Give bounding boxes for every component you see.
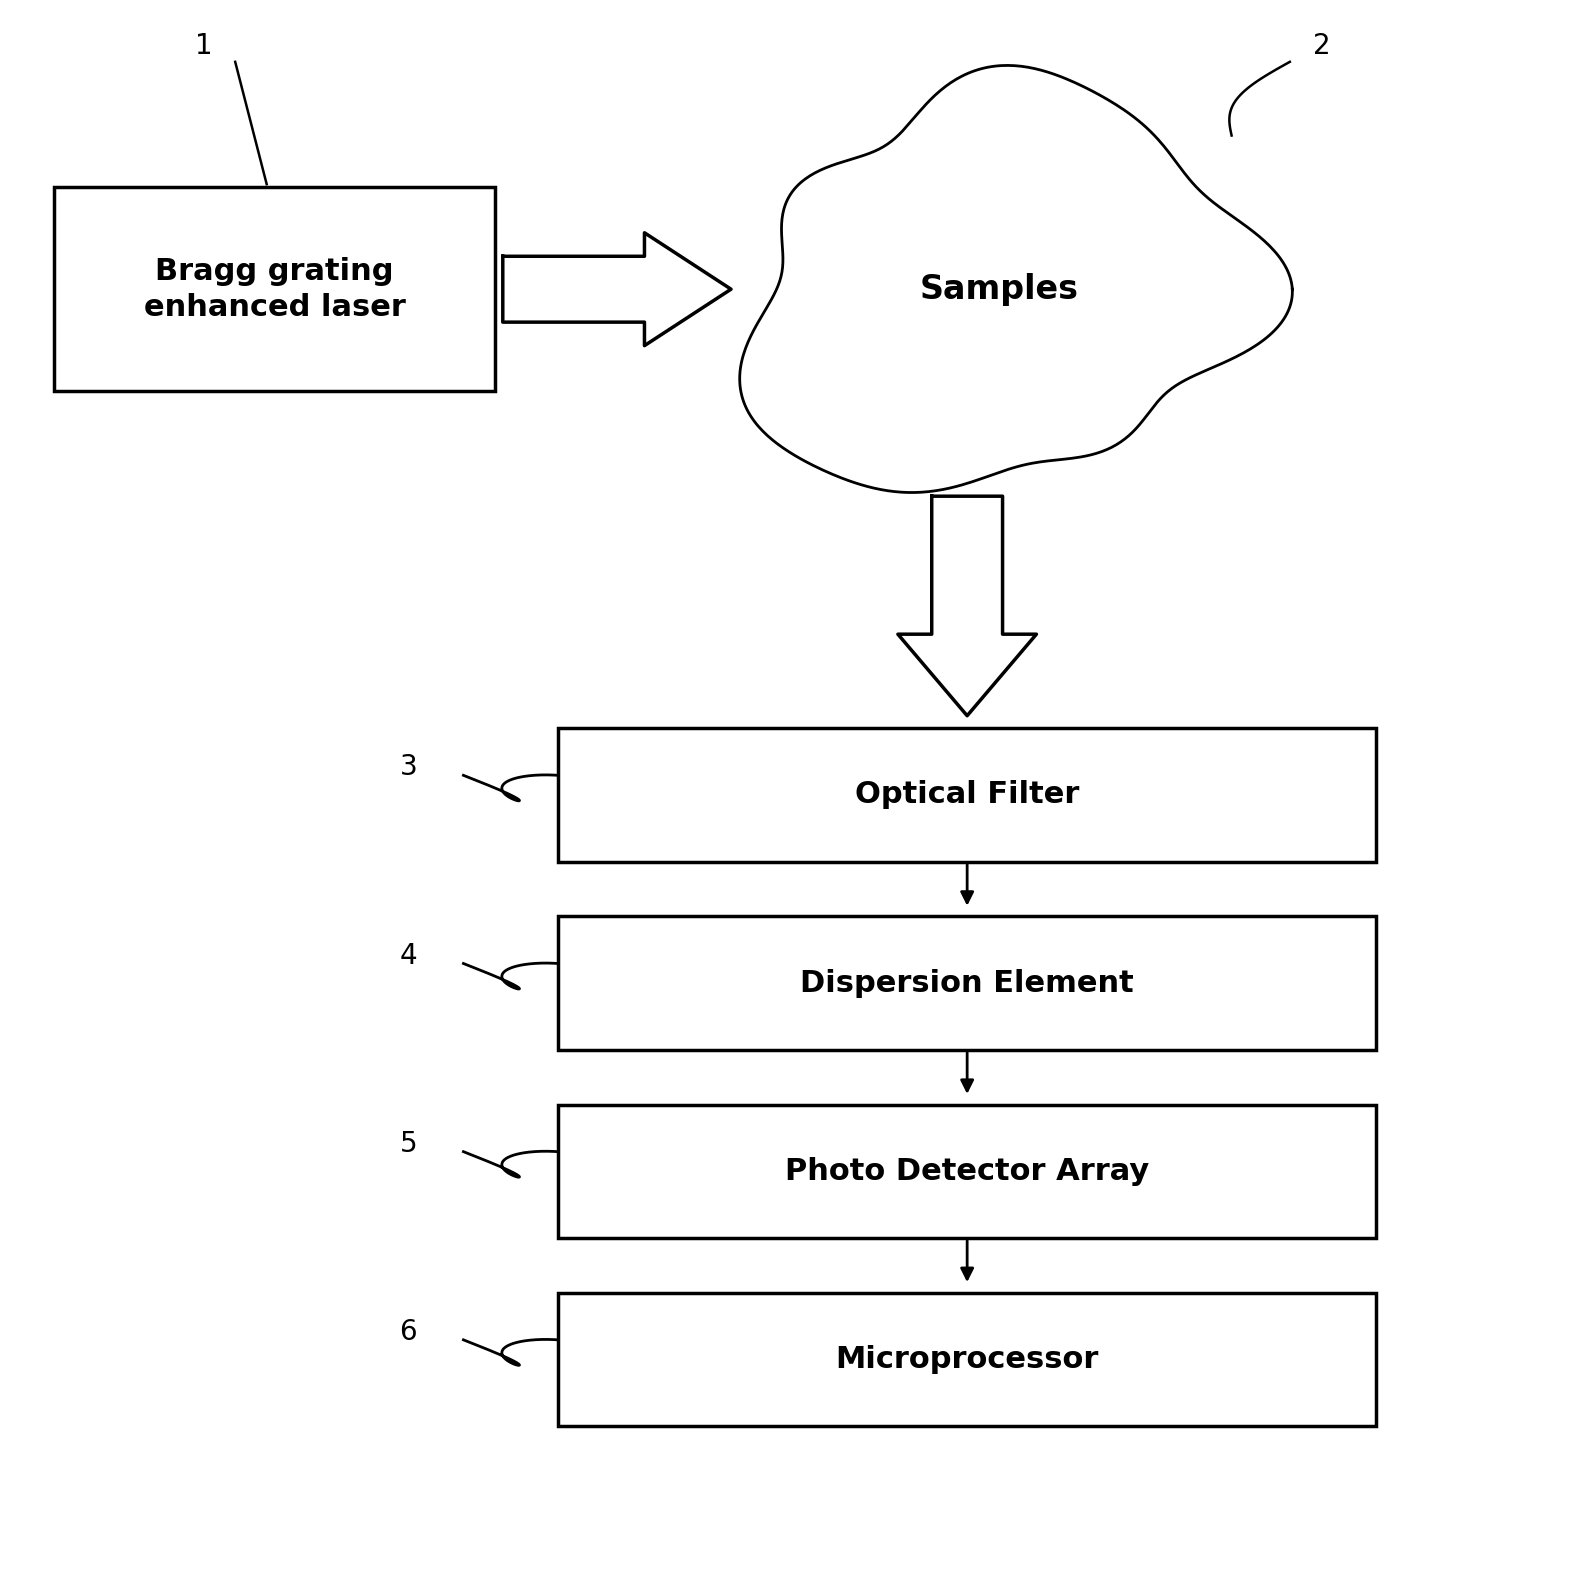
FancyBboxPatch shape (557, 1104, 1377, 1237)
FancyBboxPatch shape (557, 728, 1377, 862)
Polygon shape (740, 65, 1293, 492)
Text: Photo Detector Array: Photo Detector Array (784, 1156, 1150, 1186)
Text: 6: 6 (400, 1318, 418, 1346)
Polygon shape (503, 233, 730, 345)
Text: 4: 4 (400, 941, 418, 970)
FancyBboxPatch shape (54, 187, 495, 391)
Text: Dispersion Element: Dispersion Element (800, 968, 1134, 998)
Text: Samples: Samples (919, 272, 1078, 305)
Text: 1: 1 (195, 32, 213, 60)
Polygon shape (897, 497, 1037, 715)
Text: Optical Filter: Optical Filter (854, 780, 1080, 810)
FancyBboxPatch shape (557, 1292, 1377, 1425)
Text: 5: 5 (400, 1130, 418, 1158)
Text: 2: 2 (1313, 32, 1331, 60)
Text: Microprocessor: Microprocessor (835, 1345, 1099, 1373)
Text: Bragg grating
enhanced laser: Bragg grating enhanced laser (143, 256, 405, 321)
Text: 3: 3 (400, 753, 418, 782)
FancyBboxPatch shape (557, 916, 1377, 1050)
